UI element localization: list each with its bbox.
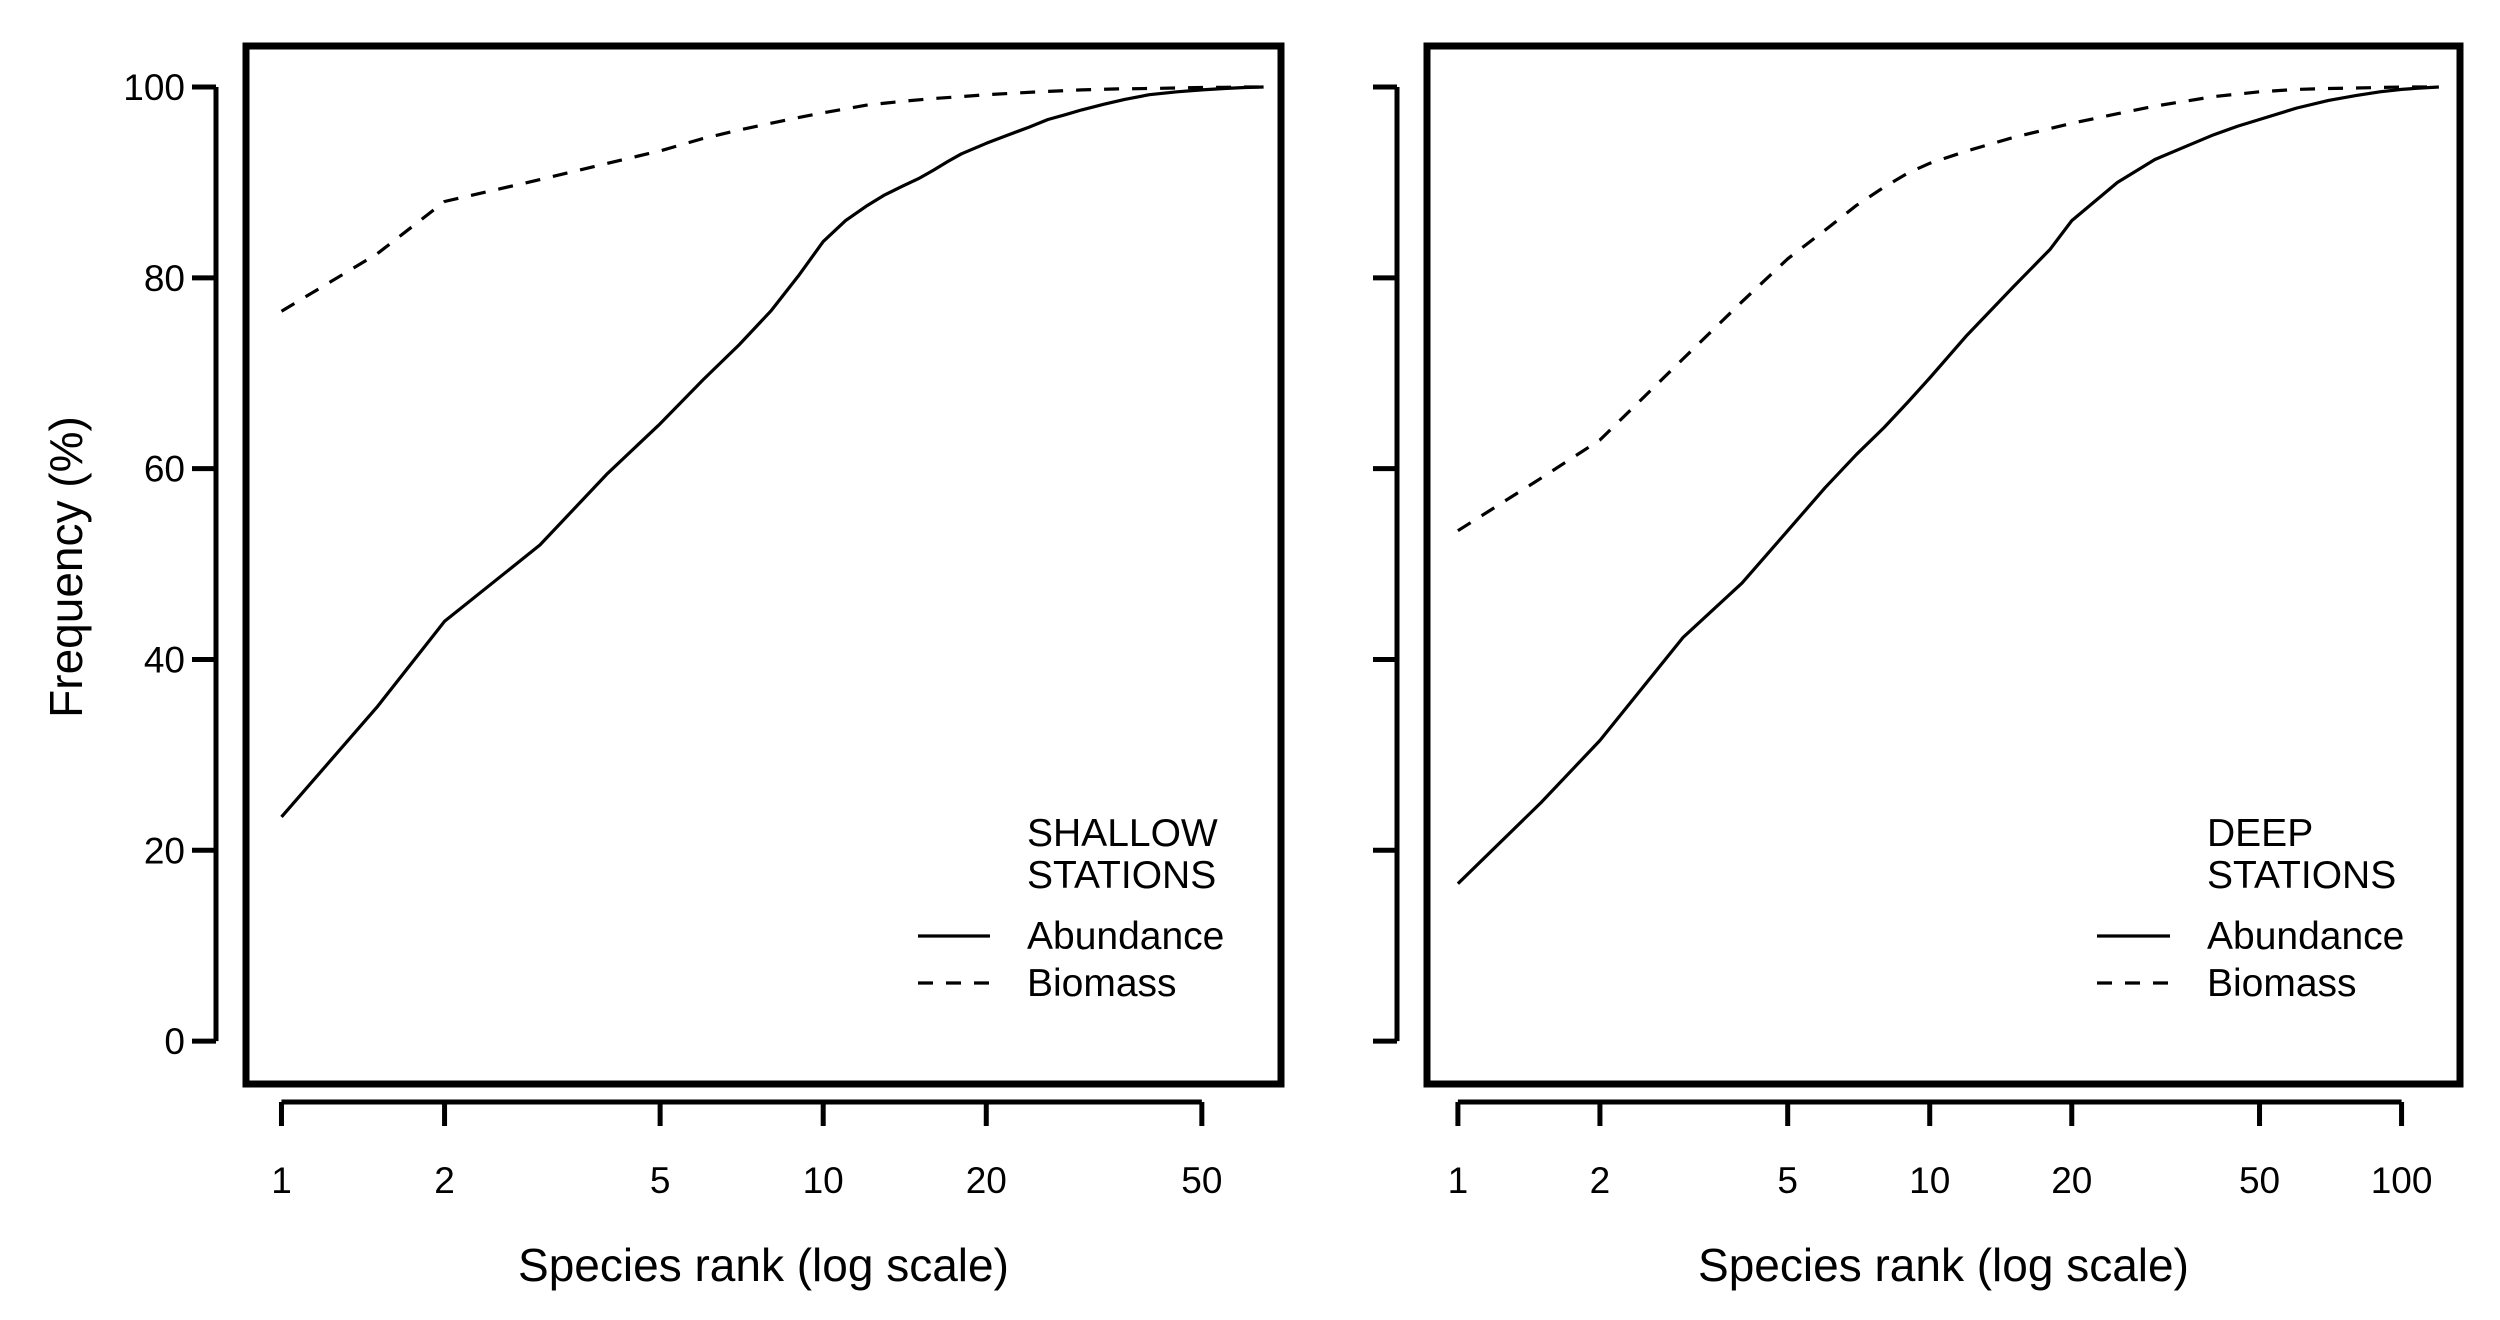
x-axis-title: Species rank (log scale) xyxy=(518,1239,1009,1291)
deep-stations-panel: 1 2 5 10 20 50 100 Species rank (log scale) DEEP… xyxy=(1373,42,2464,1291)
x-tick-label: 1 xyxy=(271,1160,292,1201)
x-tick-label: 10 xyxy=(1909,1160,1950,1201)
y-tick-label: 60 xyxy=(144,449,185,490)
x-tick-label: 1 xyxy=(1448,1160,1469,1201)
y-tick-label: 80 xyxy=(144,258,185,299)
y-axis-title: Frequency (%) xyxy=(40,416,92,718)
series-line-abundance xyxy=(280,85,1264,818)
shallow-stations-panel: 1 2 5 10 20 50 0 20 40 60 80 100 Species rank (log s… xyxy=(123,42,1285,1291)
legend-label-abundance: Abundance xyxy=(2207,915,2404,958)
x-tick-label: 20 xyxy=(2051,1160,2092,1201)
legend-label-biomass: Biomass xyxy=(1027,962,1177,1005)
x-tick-label: 100 xyxy=(2371,1160,2433,1201)
panel-label-line: STATIONS xyxy=(1027,854,1216,897)
x-tick-label: 5 xyxy=(1777,1160,1798,1201)
series-line-abundance xyxy=(1456,85,2439,885)
y-tick-label: 20 xyxy=(144,830,185,871)
series-line-biomass xyxy=(1457,85,2439,533)
panel-label-line: DEEP xyxy=(2207,812,2313,855)
x-tick-label: 20 xyxy=(966,1160,1007,1201)
y-tick-label: 0 xyxy=(164,1021,185,1062)
plot-frame xyxy=(1423,42,2464,1088)
legend-label-biomass: Biomass xyxy=(2207,962,2357,1005)
x-tick-label: 50 xyxy=(2239,1160,2280,1201)
x-tick-label: 2 xyxy=(1590,1160,1611,1201)
panel-label-line: STATIONS xyxy=(2207,854,2396,897)
x-tick-label: 50 xyxy=(1181,1160,1222,1201)
x-axis-title: Species rank (log scale) xyxy=(1698,1239,2189,1291)
panel-label-line: SHALLOW xyxy=(1027,812,1218,855)
x-tick-label: 10 xyxy=(803,1160,844,1201)
x-tick-label: 5 xyxy=(650,1160,671,1201)
plot-frame xyxy=(242,42,1285,1088)
series-line-biomass xyxy=(280,85,1264,313)
legend-label-abundance: Abundance xyxy=(1027,915,1224,958)
x-tick-label: 2 xyxy=(434,1160,455,1201)
y-tick-label: 40 xyxy=(144,639,185,680)
y-tick-label: 100 xyxy=(123,67,185,108)
